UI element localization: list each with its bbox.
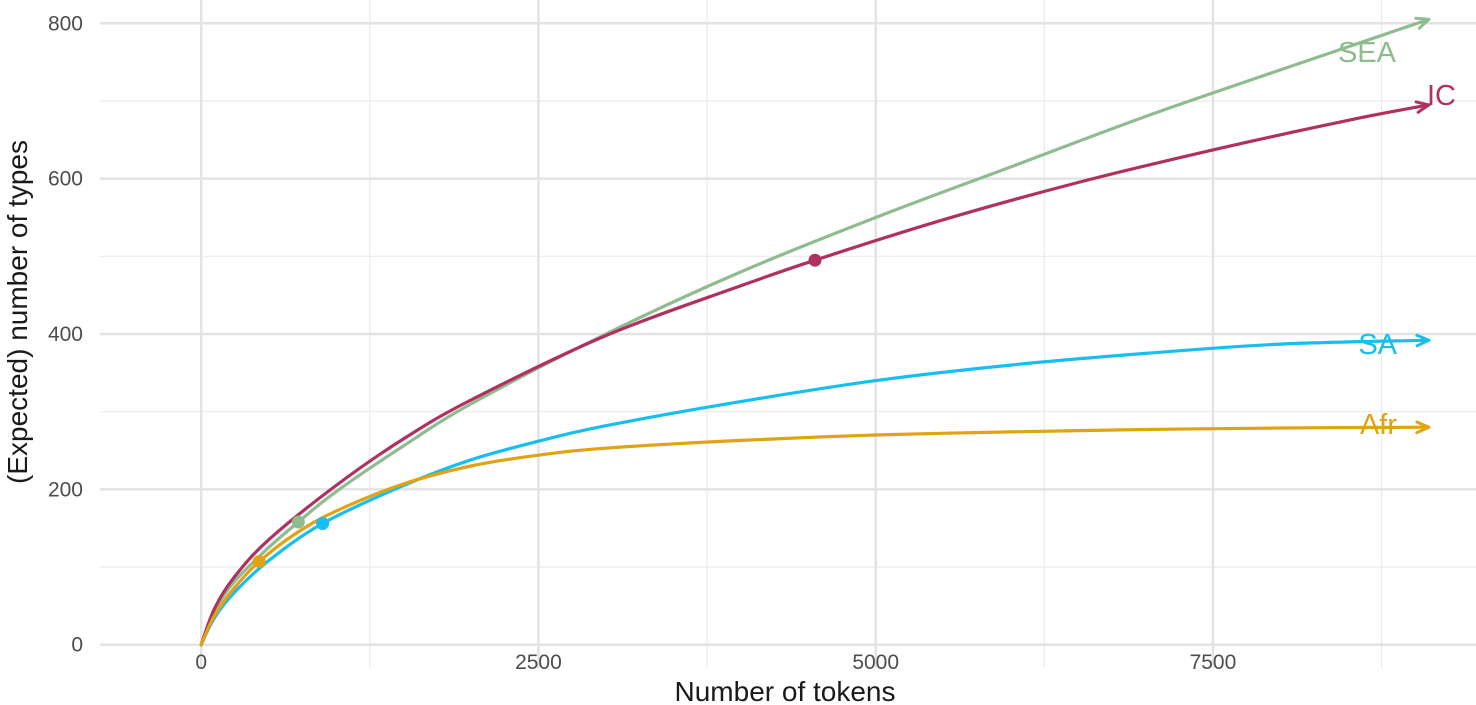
series-arrow-sea: [1414, 16, 1431, 30]
series-label-ic: IC: [1427, 80, 1456, 112]
series-line-sa: [199, 338, 1431, 647]
y-axis-title: (Expected) number of types: [2, 140, 33, 484]
series-arrow-sa: [1415, 333, 1431, 348]
series-label-sa: SA: [1358, 329, 1397, 361]
series-lines: [199, 16, 1431, 647]
y-tick-labels: 0 200 400 600 800: [48, 12, 83, 656]
series-line-afr: [199, 425, 1431, 647]
observed-point-sa: [316, 517, 330, 531]
x-tick-label: 2500: [515, 651, 562, 674]
series-points: [252, 253, 822, 569]
y-tick-label: 800: [48, 12, 83, 35]
y-tick-label: 200: [48, 478, 83, 501]
series-line-ic: [199, 103, 1431, 647]
x-tick-label: 7500: [1190, 651, 1237, 674]
series-line-sea: [199, 17, 1431, 647]
series-label-sea: SEA: [1338, 37, 1397, 69]
y-tick-label: 600: [48, 168, 83, 191]
series-arrow-afr: [1415, 420, 1431, 435]
x-tick-labels: 0 2500 5000 7500: [195, 651, 1236, 674]
y-tick-label: 400: [48, 323, 83, 346]
observed-point-afr: [252, 555, 266, 569]
observed-point-sea: [291, 515, 305, 529]
x-tick-label: 5000: [852, 651, 899, 674]
series-label-afr: Afr: [1360, 409, 1397, 441]
observed-point-ic: [808, 253, 822, 267]
grid-major: [100, 0, 1476, 668]
series-arrow-ic: [1414, 100, 1431, 114]
x-axis-title: Number of tokens: [675, 676, 896, 705]
x-tick-label: 0: [195, 651, 207, 674]
series-labels: SEA IC SA Afr: [1338, 37, 1456, 441]
grid-minor: [100, 0, 1476, 668]
y-tick-label: 0: [71, 634, 83, 657]
